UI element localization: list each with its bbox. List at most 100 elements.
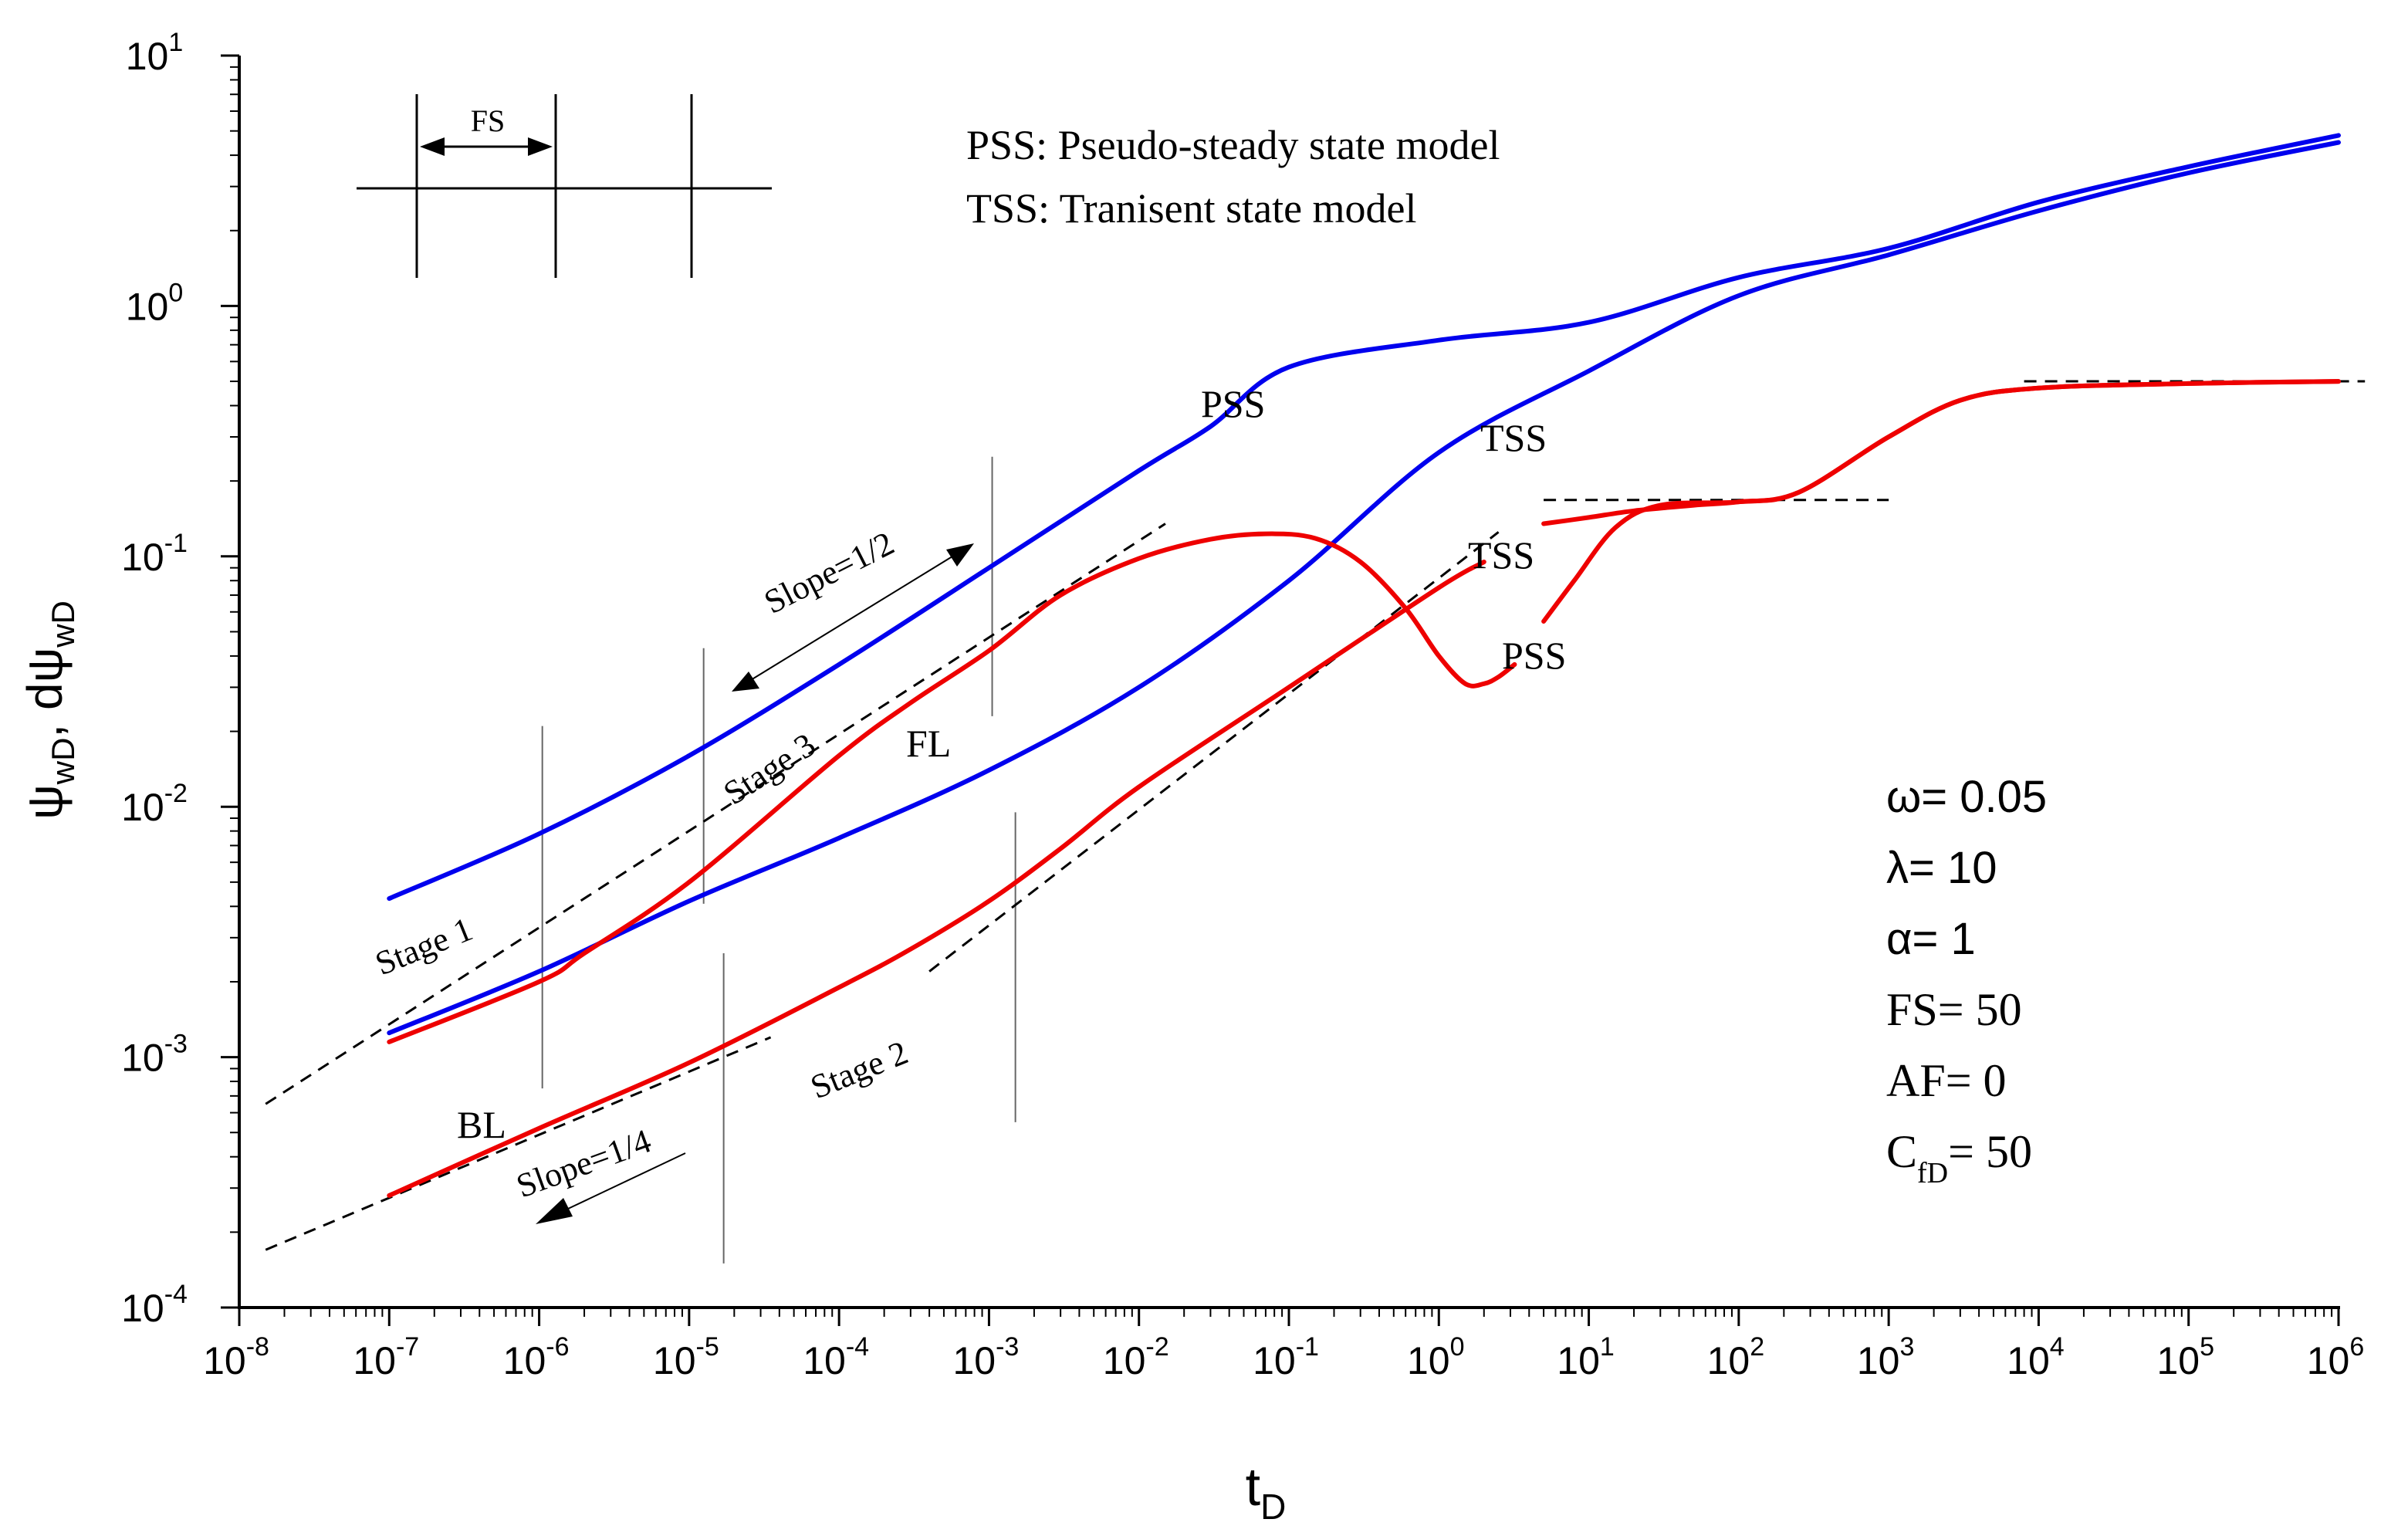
x-tick-label-exp: -1 bbox=[1296, 1332, 1319, 1362]
y-tick-label-exp: -4 bbox=[164, 1280, 188, 1309]
y-tick-label: 10-4 bbox=[121, 1280, 188, 1330]
x-tick-label: 104 bbox=[2007, 1332, 2065, 1382]
param-fs: FS= 50 bbox=[1886, 984, 2022, 1035]
slope-arrows bbox=[536, 543, 974, 1224]
x-tick-label-base: 10 bbox=[952, 1339, 996, 1382]
x-tick-label-exp: -7 bbox=[396, 1332, 419, 1362]
slope-half-arrowhead-up bbox=[946, 543, 974, 567]
x-tick-label-base: 10 bbox=[2156, 1339, 2200, 1382]
schematic-fs-label: FS bbox=[471, 103, 506, 138]
legend-tss: TSS: Tranisent state model bbox=[966, 185, 1417, 232]
slope-half-arrowhead-down bbox=[732, 672, 759, 692]
schematic-arrowhead-left bbox=[420, 137, 445, 156]
label-tss-red: TSS bbox=[1468, 533, 1534, 577]
x-tick-label-exp: -5 bbox=[696, 1332, 719, 1362]
y-tick-label-base: 10 bbox=[121, 1287, 164, 1330]
x-tick-label-base: 10 bbox=[353, 1339, 396, 1382]
param-cfd-sub: fD bbox=[1917, 1157, 1948, 1189]
label-pss-upper: PSS bbox=[1201, 382, 1265, 425]
y-axis-title-psi1: ψ bbox=[17, 784, 73, 820]
x-tick-label-base: 10 bbox=[803, 1339, 846, 1382]
label-tss-upper: TSS bbox=[1480, 416, 1547, 459]
x-ticks: 10-8 10-7 10-6 10-5 10-4 10-3 10-2 10-1 100 101 10… bbox=[203, 1308, 2364, 1382]
param-omega: ω= 0.05 bbox=[1886, 772, 2047, 822]
x-tick-label-exp: 0 bbox=[1450, 1332, 1465, 1362]
param-cfd-main: C bbox=[1886, 1126, 1917, 1177]
x-tick-label-exp: 2 bbox=[1750, 1332, 1764, 1362]
x-tick-label-base: 10 bbox=[203, 1339, 246, 1382]
x-tick-label: 106 bbox=[2307, 1332, 2365, 1382]
x-axis-title-main: t bbox=[1246, 1456, 1260, 1517]
x-tick-label-base: 10 bbox=[2007, 1339, 2050, 1382]
series-line bbox=[387, 560, 1486, 1198]
y-tick-label-exp: 1 bbox=[168, 28, 183, 57]
y-tick-label: 100 bbox=[126, 278, 184, 328]
reference-line bbox=[928, 531, 1500, 973]
y-tick-label-exp: -1 bbox=[164, 529, 188, 558]
y-tick-label-base: 10 bbox=[121, 1037, 164, 1080]
y-axis-title-sep: , d bbox=[17, 682, 73, 737]
slope-half-arrow-shaft bbox=[746, 552, 959, 683]
label-fl: FL bbox=[906, 722, 951, 765]
x-tick-label-base: 10 bbox=[2307, 1339, 2350, 1382]
x-tick-label: 10-3 bbox=[952, 1332, 1019, 1382]
param-cfd: CfD= 50 bbox=[1886, 1126, 2032, 1189]
x-tick-label-base: 10 bbox=[503, 1339, 546, 1382]
param-lambda: λ= 10 bbox=[1886, 843, 1997, 893]
series-lines bbox=[387, 133, 2341, 1198]
x-tick-label: 10-1 bbox=[1253, 1332, 1319, 1382]
x-tick-label: 100 bbox=[1407, 1332, 1465, 1382]
y-axis-title-sub1: wD bbox=[45, 738, 81, 786]
y-axis-title-sub2: wD bbox=[45, 601, 81, 648]
x-tick-label-base: 10 bbox=[653, 1339, 696, 1382]
y-tick-label-exp: 0 bbox=[168, 278, 183, 307]
series-line bbox=[387, 531, 1517, 1044]
x-tick-label-base: 10 bbox=[1407, 1339, 1450, 1382]
x-axis-title-sub: D bbox=[1260, 1487, 1286, 1527]
x-tick-label: 101 bbox=[1557, 1332, 1615, 1382]
legend-pss: PSS: Pseudo-steady state model bbox=[966, 122, 1500, 168]
x-tick-label-base: 10 bbox=[1103, 1339, 1146, 1382]
x-tick-label-base: 10 bbox=[1857, 1339, 1900, 1382]
fracture-schematic bbox=[357, 94, 772, 278]
reference-line bbox=[265, 1036, 772, 1251]
x-tick-label-exp: -6 bbox=[546, 1332, 569, 1362]
y-tick-label-base: 10 bbox=[121, 536, 164, 579]
x-tick-label: 10-7 bbox=[353, 1332, 419, 1382]
x-tick-label-base: 10 bbox=[1557, 1339, 1600, 1382]
x-tick-label: 105 bbox=[2156, 1332, 2214, 1382]
y-tick-label-base: 10 bbox=[126, 35, 169, 78]
x-tick-label-base: 10 bbox=[1253, 1339, 1296, 1382]
y-tick-label-base: 10 bbox=[121, 786, 164, 829]
series-line bbox=[387, 133, 2341, 902]
y-tick-label-exp: -2 bbox=[164, 779, 188, 808]
label-bl: BL bbox=[457, 1103, 506, 1146]
slope-quarter-arrow-shaft bbox=[567, 1152, 686, 1210]
param-alpha: α= 1 bbox=[1886, 914, 1976, 964]
x-axis-title: tD bbox=[1246, 1456, 1287, 1527]
x-tick-label-exp: -8 bbox=[246, 1332, 269, 1362]
y-axis-title-psi2: ψ bbox=[17, 648, 73, 683]
label-pss-red: PSS bbox=[1502, 634, 1566, 677]
x-tick-label-exp: -4 bbox=[846, 1332, 869, 1362]
x-tick-label: 10-8 bbox=[203, 1332, 269, 1382]
x-tick-label-exp: 1 bbox=[1600, 1332, 1615, 1362]
x-tick-label: 10-6 bbox=[503, 1332, 570, 1382]
x-tick-label-exp: -3 bbox=[996, 1332, 1019, 1362]
x-tick-label: 102 bbox=[1707, 1332, 1765, 1382]
x-tick-label-exp: 5 bbox=[2200, 1332, 2214, 1362]
series-line bbox=[1541, 379, 2341, 526]
schematic-arrowhead-right bbox=[528, 137, 553, 156]
x-tick-label-exp: 6 bbox=[2349, 1332, 2364, 1362]
y-axis-title: ψwD, dψwD bbox=[17, 601, 81, 820]
y-tick-label: 10-1 bbox=[121, 529, 188, 579]
y-tick-label-base: 10 bbox=[126, 285, 169, 328]
param-cfd-value: = 50 bbox=[1948, 1126, 2032, 1177]
x-tick-label: 10-5 bbox=[653, 1332, 719, 1382]
x-tick-label: 103 bbox=[1857, 1332, 1915, 1382]
y-tick-label-exp: -3 bbox=[164, 1030, 188, 1059]
x-tick-label: 10-2 bbox=[1103, 1332, 1169, 1382]
